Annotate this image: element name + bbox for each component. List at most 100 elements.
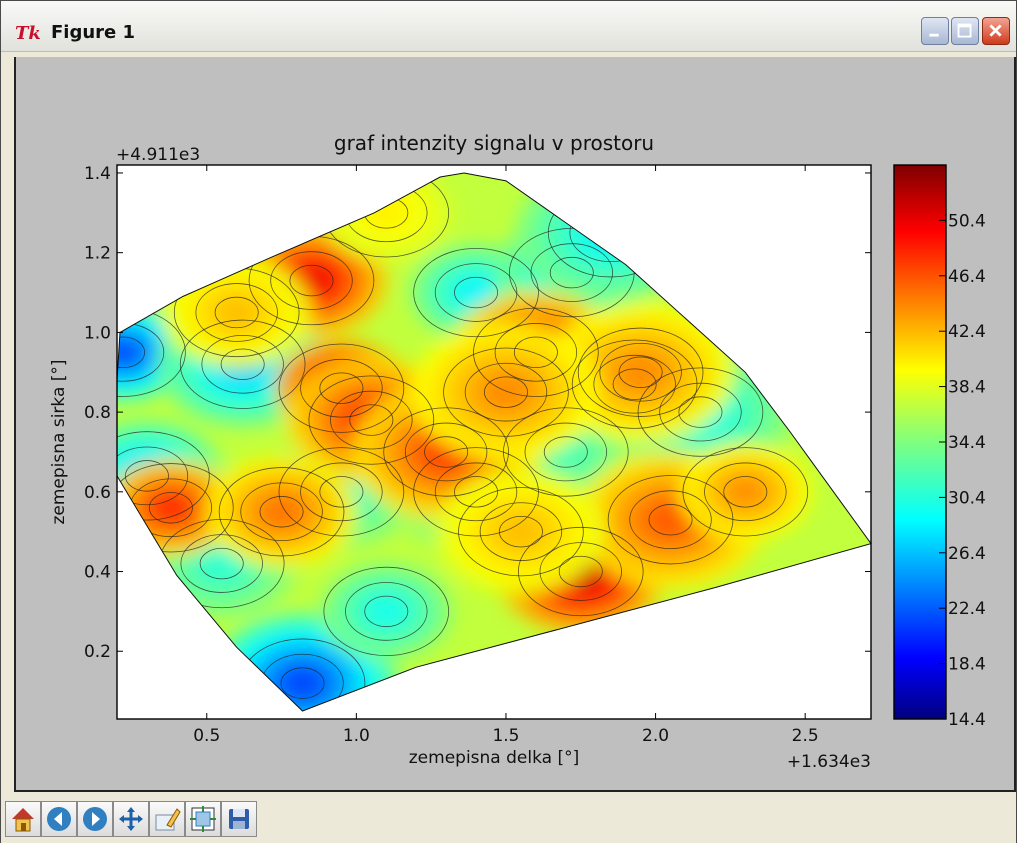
y-tick-label: 1.4 — [84, 164, 111, 184]
x-tick-label: 1.0 — [343, 726, 370, 746]
minimize-icon — [929, 33, 939, 37]
contour-line-21-1 — [240, 482, 323, 542]
contour-line-18-2 — [308, 375, 435, 465]
contour-line-19-1 — [404, 422, 488, 482]
contour-line-16-0 — [319, 372, 364, 404]
contour-line-6-2 — [571, 339, 698, 429]
zoom-rect-icon — [155, 808, 181, 831]
title-bar[interactable]: Tk Figure 1 — [1, 1, 1016, 52]
colorbar-tick-label: 18.4 — [948, 655, 986, 675]
contour-line-10-1 — [434, 462, 518, 522]
contour-line-27-0 — [483, 376, 528, 408]
contour-line-9-1 — [180, 534, 263, 593]
contour-line-18-0 — [349, 404, 394, 436]
contour-line-13-2 — [278, 447, 405, 537]
contour-line-16-2 — [278, 343, 405, 433]
contour-line-17-0 — [289, 264, 334, 297]
back-button[interactable] — [41, 801, 77, 837]
contour-line-0-0 — [117, 336, 145, 369]
maximize-button[interactable] — [951, 17, 979, 45]
contour-line-11-0 — [678, 396, 723, 428]
figure-svg: graf intenzity signalu v prostoru +4.911… — [49, 131, 986, 772]
colorbar-ticks: 14.4 18.4 22.4 26.4 30.4 34.4 38.4 42.4 46.4 50.4 — [939, 211, 986, 730]
tk-feather-icon: Tk — [15, 23, 41, 44]
contour-line-23-0 — [618, 356, 663, 388]
contour-line-21-0 — [259, 496, 304, 528]
colorbar-tick-label: 26.4 — [948, 544, 986, 564]
close-button[interactable] — [982, 17, 1010, 45]
pan-button[interactable] — [113, 801, 149, 837]
colorbar — [893, 164, 947, 720]
x-tick-label: 1.5 — [492, 726, 519, 746]
contour-line-25-0 — [214, 296, 259, 329]
contour-line-12-1 — [524, 422, 608, 482]
contour-line-8-2 — [323, 566, 450, 656]
contour-line-5-1 — [530, 243, 613, 302]
y-axis-label: zemepisna sirka [°] — [49, 359, 69, 524]
hot-spot-23 — [617, 354, 665, 390]
contour-line-1-0 — [124, 460, 169, 492]
forward-button[interactable] — [77, 801, 113, 837]
minimize-button[interactable] — [921, 17, 949, 45]
home-button[interactable] — [5, 801, 41, 837]
hot-spot-15 — [646, 502, 695, 538]
cold-spot-4 — [459, 280, 493, 305]
contour-line-3-0 — [280, 667, 325, 699]
chart-title: graf intenzity signalu v prostoru — [334, 131, 654, 155]
hot-spot-25 — [217, 298, 256, 327]
colorbar-tick-label: 30.4 — [948, 488, 986, 508]
colorbar-tick-label: 42.4 — [948, 322, 986, 342]
cold-spot-8 — [369, 599, 403, 624]
contour-line-15-0 — [648, 504, 693, 536]
contour-line-12-0 — [543, 436, 588, 468]
save-button[interactable] — [221, 801, 257, 837]
window-title: Figure 1 — [51, 22, 136, 43]
forward-arrow-icon — [83, 807, 107, 831]
cold-spot-0 — [117, 339, 140, 365]
contour-line-18-1 — [330, 390, 413, 450]
home-icon — [12, 808, 34, 832]
colorbar-tick-label: 34.4 — [948, 433, 986, 453]
contour-line-4-0 — [454, 276, 499, 309]
subplots-button[interactable] — [185, 801, 221, 837]
contour-line-20-0 — [148, 492, 193, 524]
colorbar-tick-label: 46.4 — [948, 267, 986, 287]
contour-line-23-2 — [577, 327, 704, 417]
pan-icon — [119, 807, 143, 831]
y-tick-label: 0.6 — [84, 483, 111, 503]
cold-spot-9 — [202, 549, 241, 578]
y-axis: 0.2 0.4 0.6 0.8 1.0 1.2 1.4 — [84, 164, 871, 662]
contour-line-22-1 — [494, 323, 578, 382]
contour-line-6-0 — [612, 368, 657, 400]
y-tick-label: 0.4 — [84, 563, 111, 583]
contour-line-19-2 — [383, 407, 509, 497]
contour-line-26-0 — [498, 515, 543, 548]
hot-spot-24 — [728, 479, 763, 505]
contour-line-19-0 — [424, 436, 469, 468]
hull-outline — [116, 172, 872, 712]
contour-line-14-0 — [558, 555, 603, 588]
contour-line-17-1 — [270, 251, 353, 310]
y-tick-label: 1.2 — [84, 244, 111, 264]
y-tick-label: 0.2 — [84, 642, 111, 662]
contour-line-22-0 — [513, 336, 558, 369]
x-tick-label: 2.5 — [792, 726, 819, 746]
zoom-button[interactable] — [149, 801, 185, 837]
contour-line-14-2 — [517, 526, 644, 617]
contour-line-11-2 — [637, 367, 764, 457]
contour-line-12-2 — [503, 407, 629, 497]
contour-line-4-1 — [434, 263, 518, 322]
contour-line-6-1 — [593, 354, 676, 414]
subplots-icon — [190, 806, 216, 832]
figure-canvas[interactable]: graf intenzity signalu v prostoru +4.911… — [14, 57, 1016, 792]
contour-line-22-2 — [473, 307, 599, 397]
contour-line-2-0 — [220, 348, 265, 380]
contour-line-27-2 — [443, 347, 569, 437]
contour-line-26-2 — [458, 487, 584, 577]
contour-line-1-1 — [117, 446, 189, 506]
contour-line-16-1 — [300, 358, 383, 418]
contour-line-15-1 — [629, 490, 712, 550]
y-offset-label: +4.911e3 — [116, 145, 200, 165]
contour-line-24-1 — [704, 462, 787, 522]
